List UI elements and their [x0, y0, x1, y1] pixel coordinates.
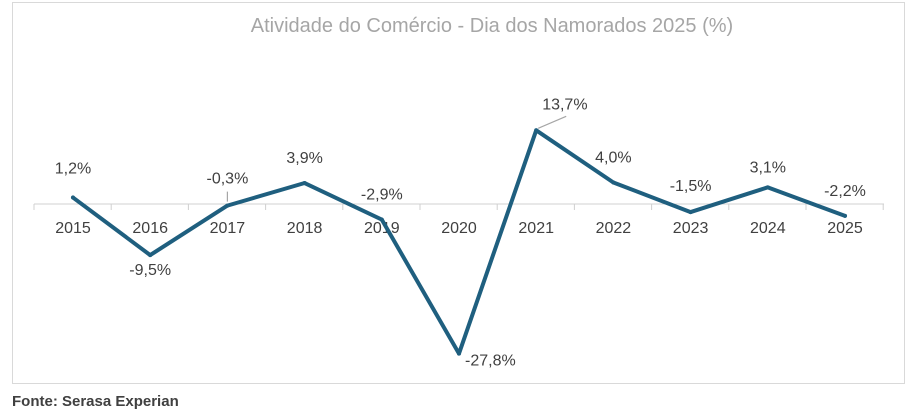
data-label: -27,8% — [465, 353, 516, 370]
series-line — [71, 128, 847, 356]
data-point — [302, 181, 307, 186]
data-label: 3,1% — [750, 159, 786, 176]
data-point — [843, 213, 847, 218]
chart-title: Atividade do Comércio - Dia dos Namorado… — [251, 15, 733, 37]
label-leader-line — [537, 115, 567, 129]
data-point — [611, 180, 616, 185]
data-point — [148, 253, 153, 258]
x-tick-label: 2022 — [596, 220, 632, 237]
data-label: 3,9% — [286, 150, 322, 167]
x-tick-label: 2023 — [673, 220, 709, 237]
data-point — [379, 217, 384, 222]
x-tick-label: 2015 — [55, 220, 91, 237]
data-point — [765, 185, 770, 190]
data-label: 13,7% — [542, 96, 587, 113]
data-label: -2,9% — [361, 187, 403, 204]
data-label: 4,0% — [595, 149, 631, 166]
data-label: -0,3% — [207, 171, 249, 188]
x-tick-label: 2020 — [441, 220, 477, 237]
data-point — [457, 351, 461, 356]
data-point — [225, 203, 230, 208]
x-tick-label: 2025 — [827, 220, 863, 237]
data-label: 1,2% — [55, 161, 91, 178]
data-point — [534, 128, 539, 133]
x-tick-label: 2024 — [750, 220, 786, 237]
source-note: Fonte: Serasa Experian — [12, 393, 179, 410]
x-tick-label: 2016 — [132, 220, 168, 237]
data-label: -1,5% — [670, 178, 712, 195]
x-tick-label: 2021 — [518, 220, 554, 237]
data-label: -9,5% — [129, 262, 171, 279]
data-point — [71, 195, 75, 200]
x-tick-label: 2018 — [287, 220, 323, 237]
data-point — [688, 210, 693, 215]
data-label: -2,2% — [824, 183, 866, 200]
line-chart: Atividade do Comércio - Dia dos Namorado… — [33, 15, 884, 370]
x-tick-label: 2017 — [210, 220, 246, 237]
